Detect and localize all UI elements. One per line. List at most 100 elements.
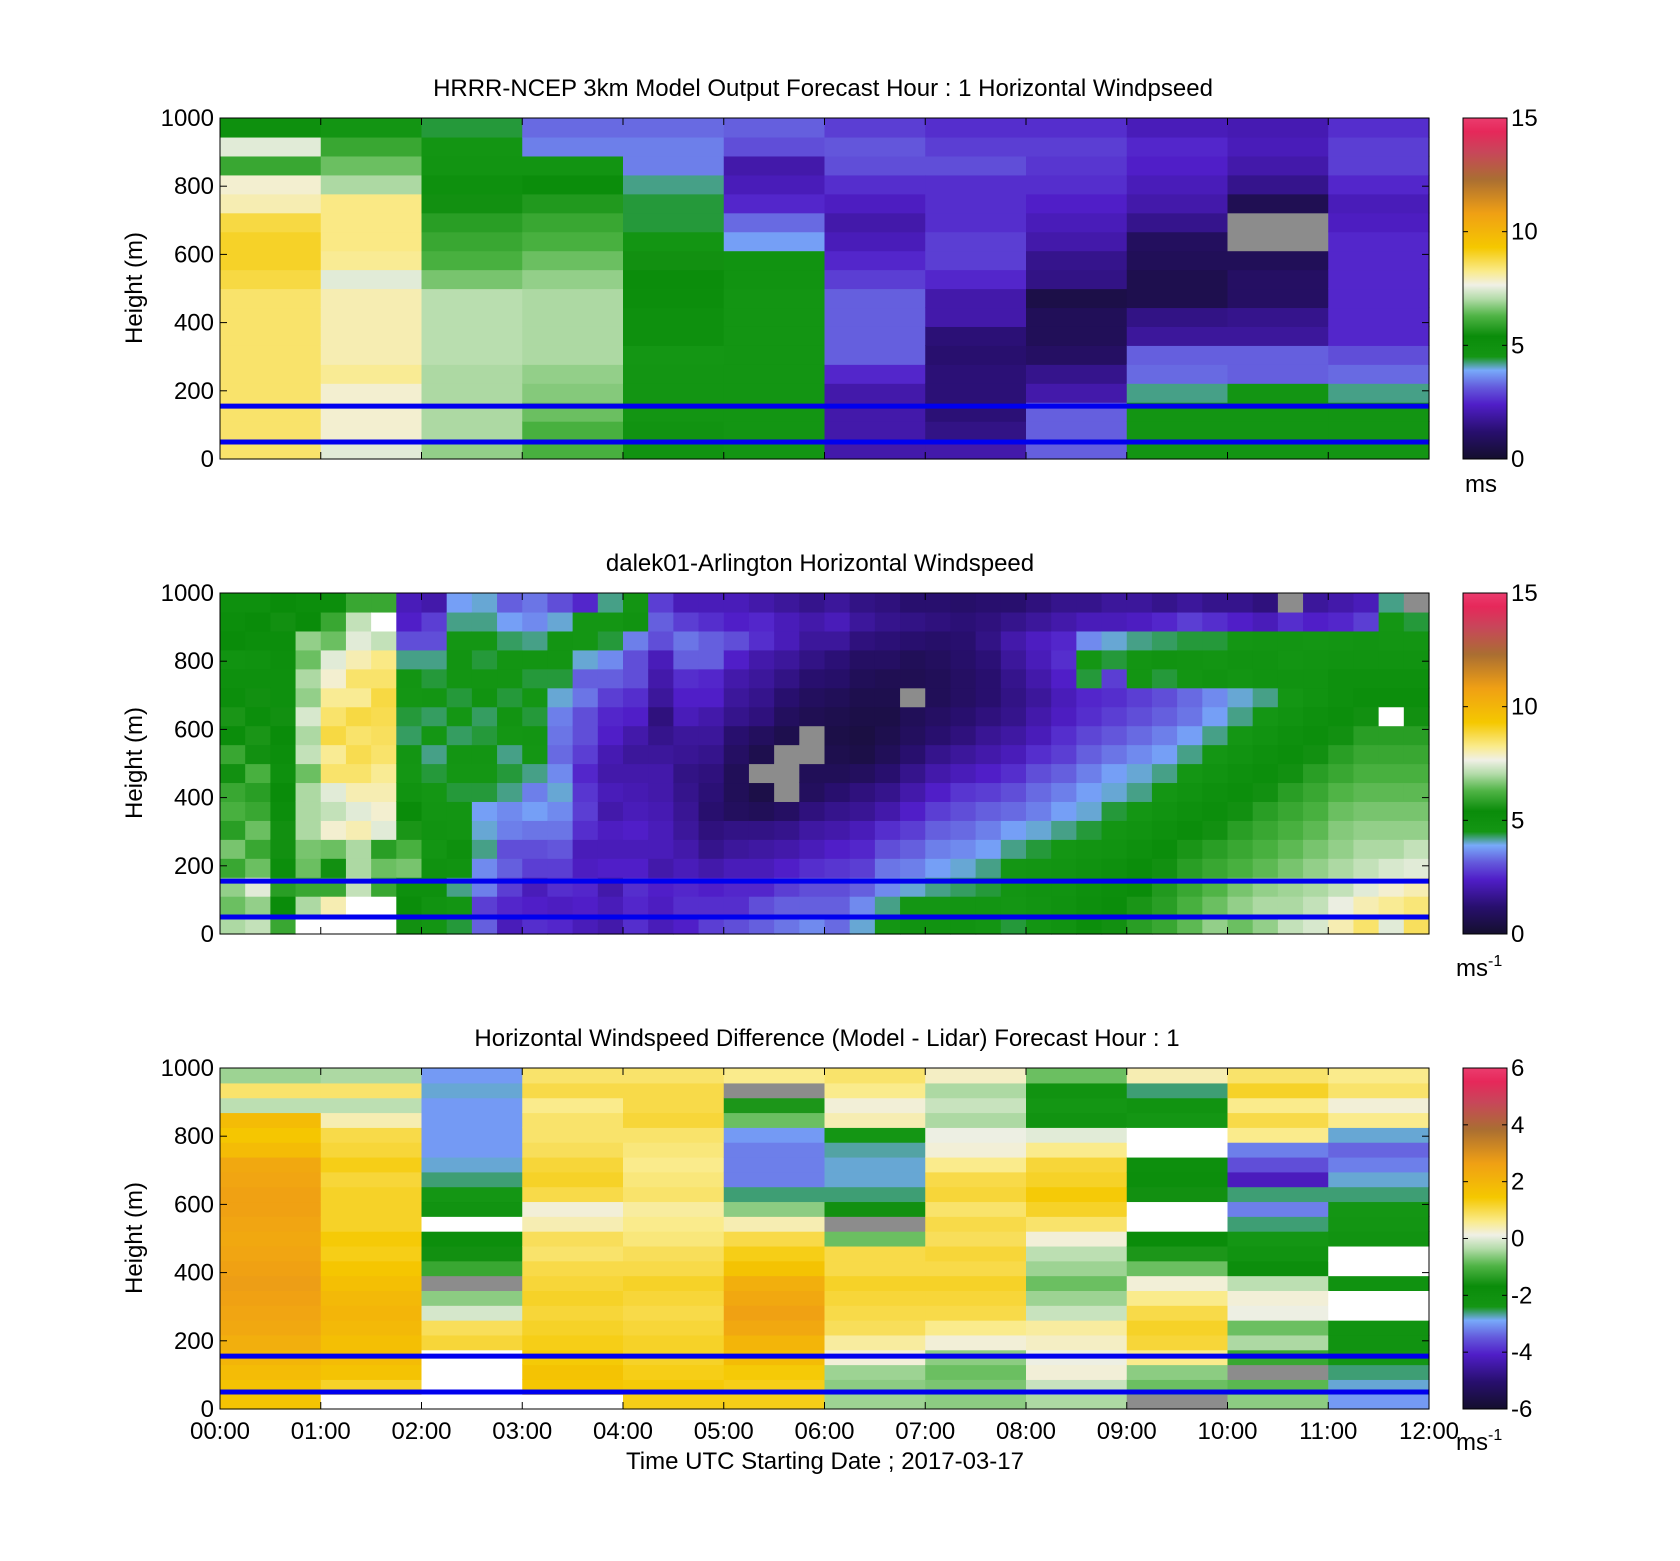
heatmap-cell — [320, 1068, 423, 1084]
heatmap-cell — [950, 744, 977, 765]
heatmap-cell — [723, 421, 826, 441]
heatmap-cell — [270, 915, 297, 935]
heatmap-cell — [623, 1231, 725, 1247]
heatmap-cell — [497, 896, 523, 916]
heatmap-cell — [320, 155, 423, 176]
heatmap-cell — [824, 345, 926, 365]
heatmap-cell — [874, 896, 901, 916]
heatmap-cell — [1403, 649, 1430, 670]
heatmap-cell — [1026, 1201, 1128, 1217]
heatmap-cell — [1151, 706, 1178, 727]
panel-difference-y-axis-label: Height (m) — [121, 1182, 148, 1294]
heatmap-cell — [925, 725, 952, 746]
heatmap-cell — [320, 630, 347, 651]
heatmap-cell — [547, 763, 574, 784]
heatmap-cell — [1126, 231, 1229, 252]
heatmap-cell — [1227, 1334, 1329, 1351]
heatmap-cell — [371, 687, 397, 708]
heatmap-cell — [446, 593, 473, 613]
heatmap-cell — [522, 288, 624, 309]
heatmap-cell — [925, 1097, 1027, 1114]
heatmap-cell — [1026, 1231, 1128, 1247]
heatmap-cell — [925, 326, 1027, 346]
heatmap-cell — [597, 668, 624, 689]
heatmap-cell — [975, 801, 1002, 821]
heatmap-cell — [597, 611, 624, 632]
heatmap-cell — [1328, 725, 1355, 746]
heatmap-cell — [446, 725, 473, 746]
heatmap-cell — [774, 763, 800, 784]
heatmap-cell — [421, 782, 448, 802]
heatmap-cell — [1026, 915, 1052, 935]
heatmap-cell — [320, 326, 423, 346]
heatmap-cell — [270, 858, 297, 878]
heatmap-cell — [572, 763, 599, 784]
panel-lidar-colorbar-scale — [1462, 592, 1508, 935]
heatmap-cell — [421, 421, 523, 441]
heatmap-cell — [1252, 611, 1279, 632]
heatmap-cell — [446, 801, 473, 821]
x-tick-label: 12:00 — [1399, 1418, 1459, 1445]
heatmap-cell — [421, 763, 448, 784]
heatmap-cell — [320, 725, 347, 746]
heatmap-cell — [1026, 687, 1052, 708]
colorbar-tick-label: 5 — [1511, 807, 1524, 834]
heatmap-cell — [925, 1156, 1027, 1173]
y-tick-label: 600 — [174, 716, 214, 743]
heatmap-cell — [320, 364, 423, 384]
heatmap-cell — [950, 782, 977, 802]
heatmap-cell — [874, 782, 901, 802]
heatmap-cell — [1227, 288, 1329, 309]
heatmap-cell — [623, 1186, 725, 1203]
heatmap-cell — [723, 782, 750, 802]
colorbar-tick-label: -4 — [1511, 1339, 1532, 1366]
heatmap-cell — [824, 231, 926, 252]
heatmap-cell — [648, 744, 674, 765]
heatmap-cell — [623, 858, 649, 878]
heatmap-cell — [723, 896, 750, 916]
heatmap-cell — [900, 801, 926, 821]
heatmap-cell — [1328, 1171, 1430, 1188]
heatmap-cell — [774, 706, 800, 727]
heatmap-cell — [874, 649, 901, 670]
heatmap-cell — [522, 611, 549, 632]
heatmap-cell — [497, 593, 523, 613]
heatmap-cell — [371, 858, 397, 878]
heatmap-cell — [371, 630, 397, 651]
heatmap-cell — [245, 649, 271, 670]
heatmap-cell — [396, 915, 423, 935]
heatmap-cell — [522, 1156, 624, 1173]
heatmap-cell — [623, 1068, 725, 1084]
y-tick-label: 400 — [174, 785, 214, 812]
heatmap-cell — [220, 668, 246, 689]
heatmap-cell — [1378, 611, 1405, 632]
heatmap-cell — [1051, 630, 1077, 651]
panel-model-title: HRRR-NCEP 3km Model Output Forecast Hour… — [433, 75, 1213, 102]
heatmap-cell — [1026, 782, 1052, 802]
y-tick-label: 0 — [201, 446, 214, 473]
y-tick-label: 800 — [174, 648, 214, 675]
heatmap-cell — [1378, 915, 1405, 935]
heatmap-cell — [295, 858, 322, 878]
heatmap-cell — [1227, 345, 1329, 365]
heatmap-cell — [648, 611, 674, 632]
heatmap-cell — [345, 649, 372, 670]
heatmap-cell — [623, 820, 649, 840]
heatmap-cell — [623, 668, 649, 689]
heatmap-cell — [245, 763, 271, 784]
heatmap-cell — [421, 1394, 523, 1410]
heatmap-cell — [446, 858, 473, 878]
heatmap-cell — [1126, 858, 1153, 878]
heatmap-cell — [1026, 1156, 1128, 1173]
panel-model-y-axis-label: Height (m) — [121, 232, 148, 344]
heatmap-cell — [648, 725, 674, 746]
heatmap-cell — [522, 763, 549, 784]
panel-difference-heatmap — [220, 1068, 1430, 1410]
heatmap-cell — [1126, 383, 1229, 403]
heatmap-cell — [572, 858, 599, 878]
heatmap-cell — [1126, 155, 1229, 176]
heatmap-cell — [345, 763, 372, 784]
heatmap-cell — [1076, 649, 1103, 670]
heatmap-cell — [220, 1068, 322, 1084]
heatmap-cell — [320, 1216, 423, 1232]
